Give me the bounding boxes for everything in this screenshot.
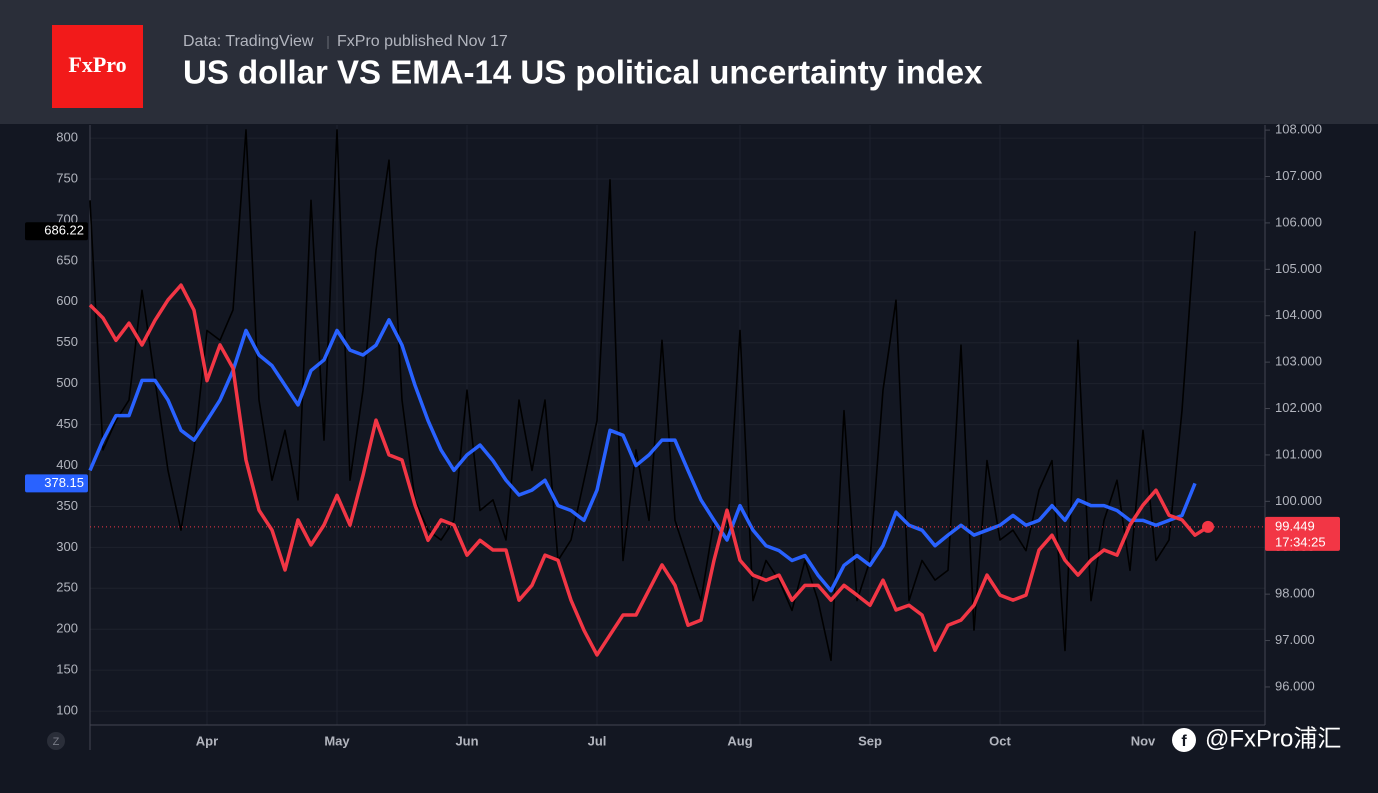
scale-button-label[interactable]: Z xyxy=(53,736,60,748)
countdown: 17:34:25 xyxy=(1275,534,1326,549)
header xyxy=(0,0,1378,124)
watermark-icon-glyph: f xyxy=(1181,733,1187,750)
x-tick-label: May xyxy=(324,733,350,748)
series-line xyxy=(88,318,1197,593)
y-tick-label: 800 xyxy=(56,130,78,145)
logo-text: FxPro xyxy=(68,52,126,77)
price-label-box xyxy=(25,222,88,241)
y2-tick-label: 98.000 xyxy=(1275,586,1315,601)
y-tick-label: 500 xyxy=(56,375,78,390)
y-tick-label: 450 xyxy=(56,416,78,431)
y-tick-label: 200 xyxy=(56,621,78,636)
scale-button[interactable] xyxy=(47,732,65,750)
y2-tick-label: 107.000 xyxy=(1275,168,1322,183)
y-tick-label: 350 xyxy=(56,498,78,513)
publisher: FxPro published Nov 17 xyxy=(337,33,508,50)
x-tick-label: Aug xyxy=(727,733,752,748)
y2-tick-label: 105.000 xyxy=(1275,261,1322,276)
y2-tick-label: 97.000 xyxy=(1275,632,1315,647)
y2-tick-label: 106.000 xyxy=(1275,214,1322,229)
y-tick-label: 750 xyxy=(56,170,78,185)
price-label: 99.449 xyxy=(1275,518,1315,533)
logo xyxy=(52,25,143,108)
y2-tick-label: 104.000 xyxy=(1275,307,1322,322)
plot: 1001502002503003504004505005506006507007… xyxy=(25,122,1340,750)
y2-tick-label: 102.000 xyxy=(1275,400,1322,415)
y2-tick-label: 103.000 xyxy=(1275,354,1322,369)
last-point xyxy=(1202,520,1214,533)
x-tick-label: Nov xyxy=(1131,733,1156,748)
y-tick-label: 300 xyxy=(56,539,78,554)
series-line xyxy=(88,283,1209,657)
series-line xyxy=(89,129,1196,662)
y-tick-label: 400 xyxy=(56,457,78,472)
x-tick-label: Jul xyxy=(588,733,607,748)
price-label-box xyxy=(1265,516,1340,551)
price-label-box xyxy=(25,474,88,493)
y-tick-label: 600 xyxy=(56,293,78,308)
x-tick-label: Apr xyxy=(196,733,218,748)
y-tick-label: 150 xyxy=(56,662,78,677)
y2-tick-label: 101.000 xyxy=(1275,446,1322,461)
x-tick-label: Jun xyxy=(455,733,478,748)
source: Data: TradingView xyxy=(183,33,314,50)
x-tick-label: Sep xyxy=(858,733,882,748)
y-tick-label: 650 xyxy=(56,252,78,267)
y-tick-label: 550 xyxy=(56,334,78,349)
y2-tick-label: 96.000 xyxy=(1275,678,1315,693)
y-tick-label: 100 xyxy=(56,703,78,718)
y-tick-label: 250 xyxy=(56,580,78,595)
x-tick-label: Oct xyxy=(989,733,1011,748)
y2-tick-label: 108.000 xyxy=(1275,122,1322,137)
watermark-icon xyxy=(1172,728,1196,752)
price-label: 378.15 xyxy=(44,475,84,490)
y2-tick-label: 100.000 xyxy=(1275,493,1322,508)
chart-title: US dollar VS EMA-14 US political uncerta… xyxy=(183,54,983,91)
price-label: 686.22 xyxy=(44,223,84,238)
watermark: @FxPro浦汇 xyxy=(1205,725,1341,752)
